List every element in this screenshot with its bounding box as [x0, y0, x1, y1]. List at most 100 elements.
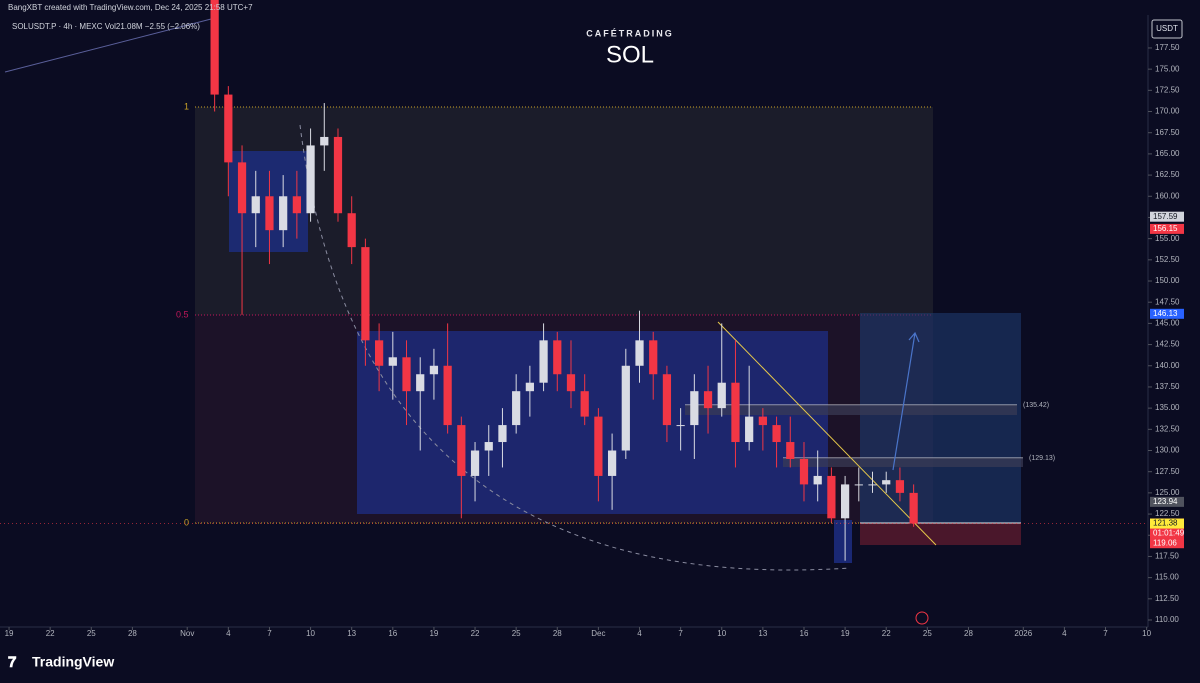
- candle-body: [333, 136, 343, 214]
- x-tick-label: 4: [226, 629, 231, 638]
- candle-body: [882, 480, 891, 485]
- x-tick-label: Nov: [180, 629, 194, 638]
- candle-body: [635, 340, 644, 366]
- candle-body: [237, 162, 247, 214]
- candle-body: [292, 196, 301, 214]
- y-tick-label: 130.00: [1155, 446, 1180, 455]
- candle-body: [512, 391, 521, 426]
- curve: [299, 124, 851, 571]
- price-tag-label: 119.06: [1153, 538, 1177, 547]
- x-tick-label: 4: [637, 629, 642, 638]
- candle-body: [731, 382, 740, 443]
- x-tick-label: 16: [388, 629, 397, 638]
- currency-box: [1151, 19, 1183, 39]
- candle-body: [895, 480, 905, 493]
- candle-body: [566, 374, 576, 392]
- candle-body: [553, 340, 562, 375]
- candle-body: [854, 484, 863, 486]
- title: SOL: [606, 41, 654, 68]
- price-tag: [1150, 496, 1184, 507]
- y-tick-label: 160.00: [1155, 191, 1180, 200]
- fib-label: 1: [184, 101, 189, 111]
- candle-body: [457, 425, 466, 476]
- x-tick-label: 19: [5, 629, 14, 638]
- y-tick-label: 140.00: [1155, 361, 1180, 370]
- price-tag-label: 123.94: [1153, 497, 1178, 506]
- x-tick-label: 19: [429, 629, 438, 638]
- y-tick-label: 117.50: [1155, 552, 1179, 561]
- logo-mark: 𝟕: [8, 654, 17, 671]
- y-tick-label: 150.00: [1155, 276, 1180, 285]
- y-tick-label: 162.50: [1155, 170, 1180, 179]
- candle-body: [210, 0, 219, 95]
- candle-body: [662, 374, 672, 426]
- trendline: [4, 17, 216, 73]
- credit: BangXBT created with TradingView.com, De…: [8, 3, 253, 12]
- x-tick-label: 7: [267, 629, 272, 638]
- x-tick-label: Dec: [591, 629, 605, 638]
- price-tag-label: 157.59: [1153, 212, 1178, 221]
- y-tick-label: 147.50: [1155, 297, 1180, 306]
- candle-body: [320, 136, 329, 146]
- x-tick-label: 2026: [1014, 629, 1032, 638]
- x-tick-label: 19: [841, 629, 850, 638]
- y-tick-label: 137.50: [1155, 382, 1180, 391]
- currency: USDT: [1156, 24, 1178, 33]
- price-tag: [1150, 308, 1184, 319]
- x-tick-label: 13: [347, 629, 356, 638]
- fib-upper-zone: [195, 107, 933, 315]
- range-box: [834, 520, 852, 563]
- candle-body: [813, 475, 822, 485]
- x-tick-label: 25: [87, 629, 96, 638]
- y-tick-label: 175.00: [1155, 64, 1180, 73]
- y-tick-label: 125.00: [1155, 488, 1180, 497]
- candle-body: [484, 442, 493, 451]
- stop-zone: [860, 523, 1021, 545]
- candle-body: [539, 340, 548, 383]
- level-label: (135.42): [1023, 402, 1049, 409]
- fib-label: 0: [184, 517, 189, 527]
- y-tick-label: 165.00: [1155, 149, 1180, 158]
- price-tag-label: 156.15: [1153, 224, 1178, 233]
- candle-body: [786, 442, 795, 459]
- candle-body: [703, 391, 713, 409]
- x-tick-label: 28: [964, 629, 973, 638]
- y-tick-label: 152.50: [1155, 255, 1180, 264]
- x-tick-label: 10: [306, 629, 315, 638]
- y-tick-label: 132.50: [1155, 424, 1180, 433]
- candle-body: [279, 196, 288, 231]
- candle-body: [306, 145, 315, 214]
- candle-body: [416, 374, 425, 392]
- candle-body: [251, 196, 260, 214]
- y-tick-label: 122.50: [1155, 509, 1180, 518]
- price-tag: [1150, 518, 1184, 529]
- x-tick-label: 4: [1062, 629, 1067, 638]
- candle-body: [827, 475, 836, 519]
- price-tag: [1150, 223, 1184, 234]
- candle-body: [594, 416, 603, 476]
- fib-label: 0.5: [176, 309, 189, 319]
- x-tick-label: 22: [882, 629, 891, 638]
- candle-body: [347, 213, 356, 248]
- y-tick-label: 170.00: [1155, 107, 1180, 116]
- candle-body: [909, 492, 918, 524]
- candle-body: [717, 382, 726, 409]
- candle-body: [470, 450, 480, 476]
- x-tick-label: 22: [471, 629, 480, 638]
- y-tick-label: 145.00: [1155, 318, 1180, 327]
- x-tick-label: 13: [758, 629, 767, 638]
- price-tag-label: 146.13: [1153, 309, 1178, 318]
- plot: [0, 0, 1148, 561]
- x-tick-label: 25: [512, 629, 521, 638]
- trendline: [717, 321, 937, 546]
- candle-body: [429, 365, 439, 375]
- candle-body: [525, 382, 534, 392]
- x-tick-label: 22: [46, 629, 55, 638]
- y-tick-label: 167.50: [1155, 128, 1180, 137]
- countdown-tag: [1150, 528, 1184, 539]
- x-tick-label: 10: [717, 629, 726, 638]
- candle-body: [690, 391, 699, 426]
- candle-body: [498, 425, 507, 443]
- candle-body: [799, 458, 809, 485]
